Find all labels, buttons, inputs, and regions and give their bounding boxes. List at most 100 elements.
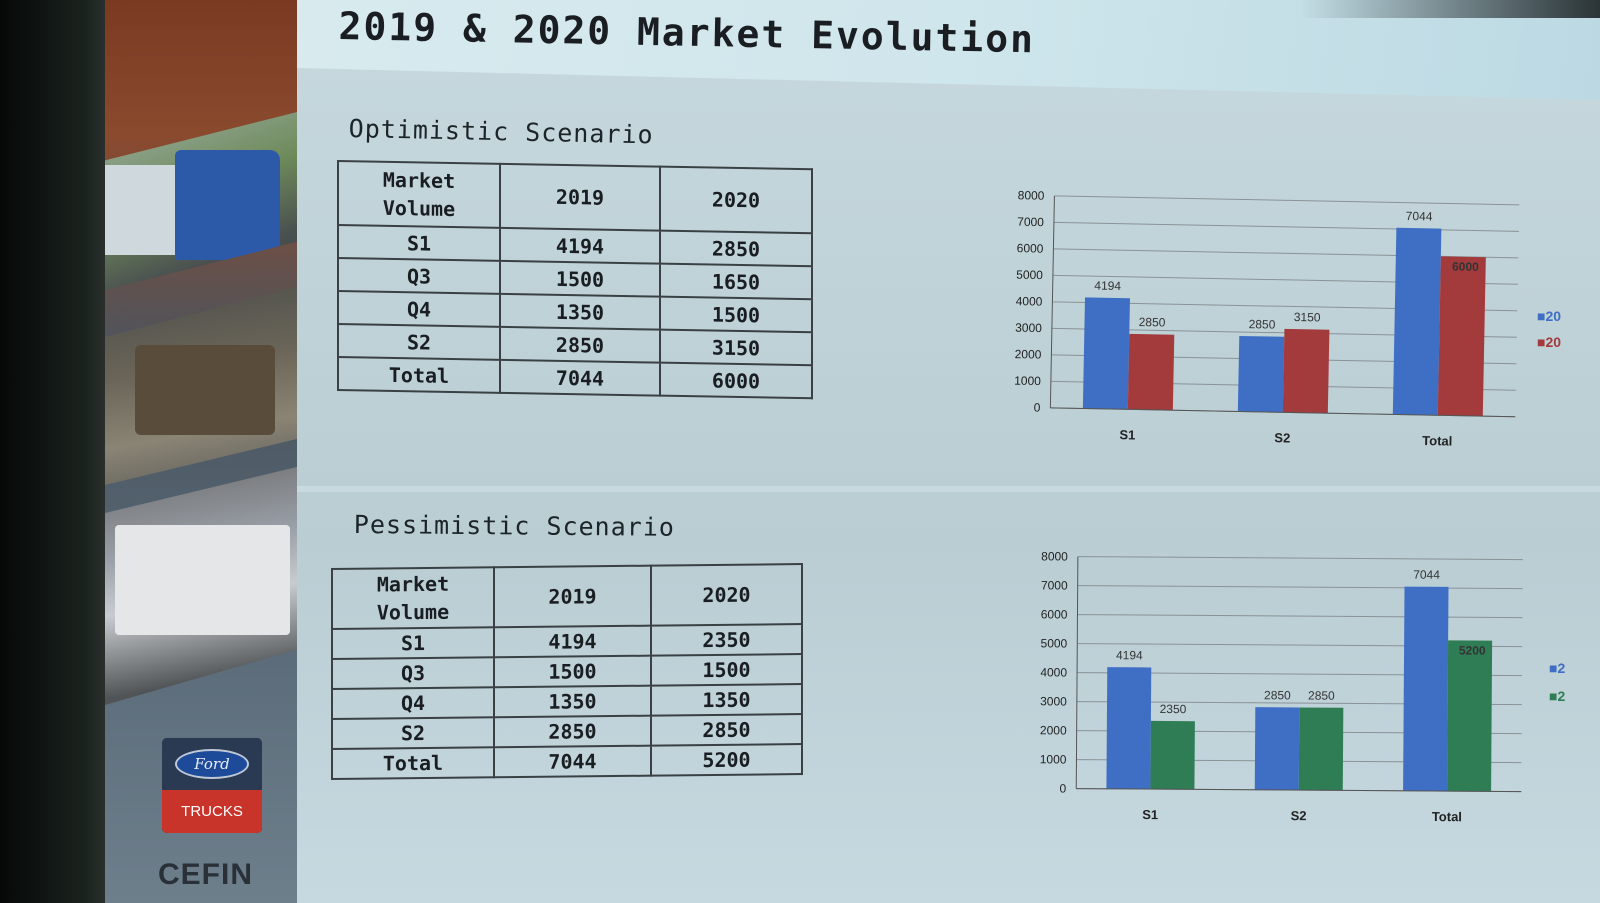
bar (1282, 328, 1330, 414)
truck-photo-garbage (105, 465, 305, 705)
data-label: 4194 (1116, 648, 1143, 662)
garbage-truck-shape (115, 525, 290, 635)
gridline (1077, 614, 1523, 619)
y-tick-label: 6000 (1041, 607, 1068, 621)
cell-2019: 2850 (500, 326, 660, 363)
category-label: S1 (1119, 427, 1135, 442)
x-axis (1050, 407, 1516, 418)
bar (1437, 256, 1486, 417)
truck-trailer-shape (105, 165, 180, 255)
dealer-logo: CEFIN (158, 858, 253, 891)
header-market-volume: Market Volume (332, 567, 494, 629)
slide: 2019 & 2020 Market Evolution Optimistic … (297, 0, 1600, 903)
cell-2020: 2850 (660, 230, 812, 267)
y-tick-label: 5000 (1041, 636, 1068, 650)
y-axis (1049, 195, 1055, 408)
legend-label: 2 (1557, 688, 1566, 704)
header-line: Volume (382, 195, 456, 222)
cell-2019: 7044 (494, 745, 651, 778)
cell-2019: 2850 (494, 715, 651, 748)
row-label: Total (332, 747, 494, 779)
bar (1082, 297, 1130, 410)
y-tick-label: 1000 (1014, 374, 1041, 389)
data-label: 4194 (1094, 279, 1121, 294)
truck-cab-shape (175, 150, 280, 260)
data-label: 3150 (1294, 310, 1321, 325)
ford-oval-logo: Ford (175, 749, 249, 779)
bar (1447, 640, 1493, 792)
cell-2020: 5200 (651, 744, 802, 776)
trucks-label: TRUCKS (162, 790, 262, 833)
pessimistic-bar-chart: 0 1000 2000 3000 4000 5000 6000 7000 8000 4194 235… (1040, 549, 1523, 824)
truck-photo-dumper (105, 285, 305, 485)
data-label: 6000 (1452, 260, 1479, 275)
row-label: S2 (332, 717, 494, 749)
cell-2019: 4194 (500, 227, 660, 264)
bar (1127, 333, 1175, 411)
header-2019: 2019 (494, 565, 651, 628)
cell-2020: 1500 (660, 296, 812, 333)
row-label: Total (338, 357, 500, 393)
category-label: Total (1432, 809, 1462, 824)
data-label: 2850 (1264, 688, 1291, 702)
table-row: Q3 1500 1500 (332, 654, 802, 689)
y-tick-label: 3000 (1040, 694, 1067, 708)
y-tick-label: 0 (1034, 401, 1041, 415)
header-line: Market (376, 571, 450, 597)
row-label: S1 (332, 627, 494, 659)
bar (1106, 667, 1152, 790)
legend-entry-1: ■20 (1537, 308, 1562, 324)
gridline (1077, 585, 1523, 590)
y-tick-label: 8000 (1018, 188, 1045, 203)
category-label: S2 (1291, 808, 1307, 823)
table-row: Q4 1350 1350 (332, 684, 802, 719)
row-label: S1 (338, 225, 500, 261)
data-label: 2850 (1139, 315, 1166, 330)
data-label: 2850 (1249, 317, 1276, 332)
gridline (1053, 248, 1519, 259)
data-label: 7044 (1406, 209, 1433, 224)
row-label: Q3 (332, 657, 494, 689)
gridline (1077, 556, 1523, 561)
pessimistic-scenario-title: Pessimistic Scenario (353, 510, 676, 542)
bar (1150, 720, 1195, 790)
header-2020: 2020 (660, 166, 812, 234)
dark-wall (0, 0, 105, 903)
cell-2020: 1650 (660, 263, 812, 300)
row-label: Q4 (338, 291, 500, 327)
table-row: S1 4194 2350 (332, 624, 802, 659)
header-2019: 2019 (500, 163, 660, 231)
data-label: 5200 (1459, 643, 1486, 657)
legend-entry-2: ■20 (1537, 334, 1562, 350)
gridline (1053, 221, 1519, 232)
y-tick-label: 7000 (1017, 215, 1044, 230)
optimistic-table: Market Volume 2019 2020 S1 4194 2850 Q3 150… (337, 160, 813, 399)
bar (1298, 707, 1344, 791)
header-2020: 2020 (651, 564, 802, 626)
sidebar-banner (105, 0, 305, 903)
header-line: Volume (376, 599, 450, 625)
data-label: 7044 (1413, 568, 1440, 582)
cell-2019: 7044 (500, 359, 660, 396)
ford-trucks-logo: Ford TRUCKS (162, 738, 262, 833)
bar (1392, 227, 1442, 416)
y-axis (1075, 556, 1079, 789)
optimistic-scenario-title: Optimistic Scenario (348, 114, 654, 150)
legend-entry-1: ■2 (1549, 660, 1566, 676)
cell-2020: 1500 (651, 654, 802, 686)
y-tick-label: 0 (1060, 781, 1067, 795)
y-tick-label: 8000 (1041, 549, 1068, 563)
y-tick-label: 2000 (1015, 347, 1042, 362)
cell-2020: 2350 (651, 624, 802, 656)
table-header-row: Market Volume 2019 2020 (332, 564, 802, 629)
gridline (1054, 195, 1520, 206)
table-row-total: Total 7044 5200 (332, 744, 802, 779)
cell-2020: 2850 (651, 714, 802, 746)
optimistic-bar-chart: 0 1000 2000 3000 4000 5000 6000 7000 8000 4194 285… (1014, 188, 1520, 449)
table-row-total: Total 7044 6000 (338, 357, 812, 399)
truck-photo-tractor (105, 110, 305, 290)
category-label: Total (1422, 433, 1452, 449)
row-label: Q3 (338, 258, 500, 294)
dump-truck-shape (135, 345, 275, 435)
bar (1403, 586, 1449, 792)
